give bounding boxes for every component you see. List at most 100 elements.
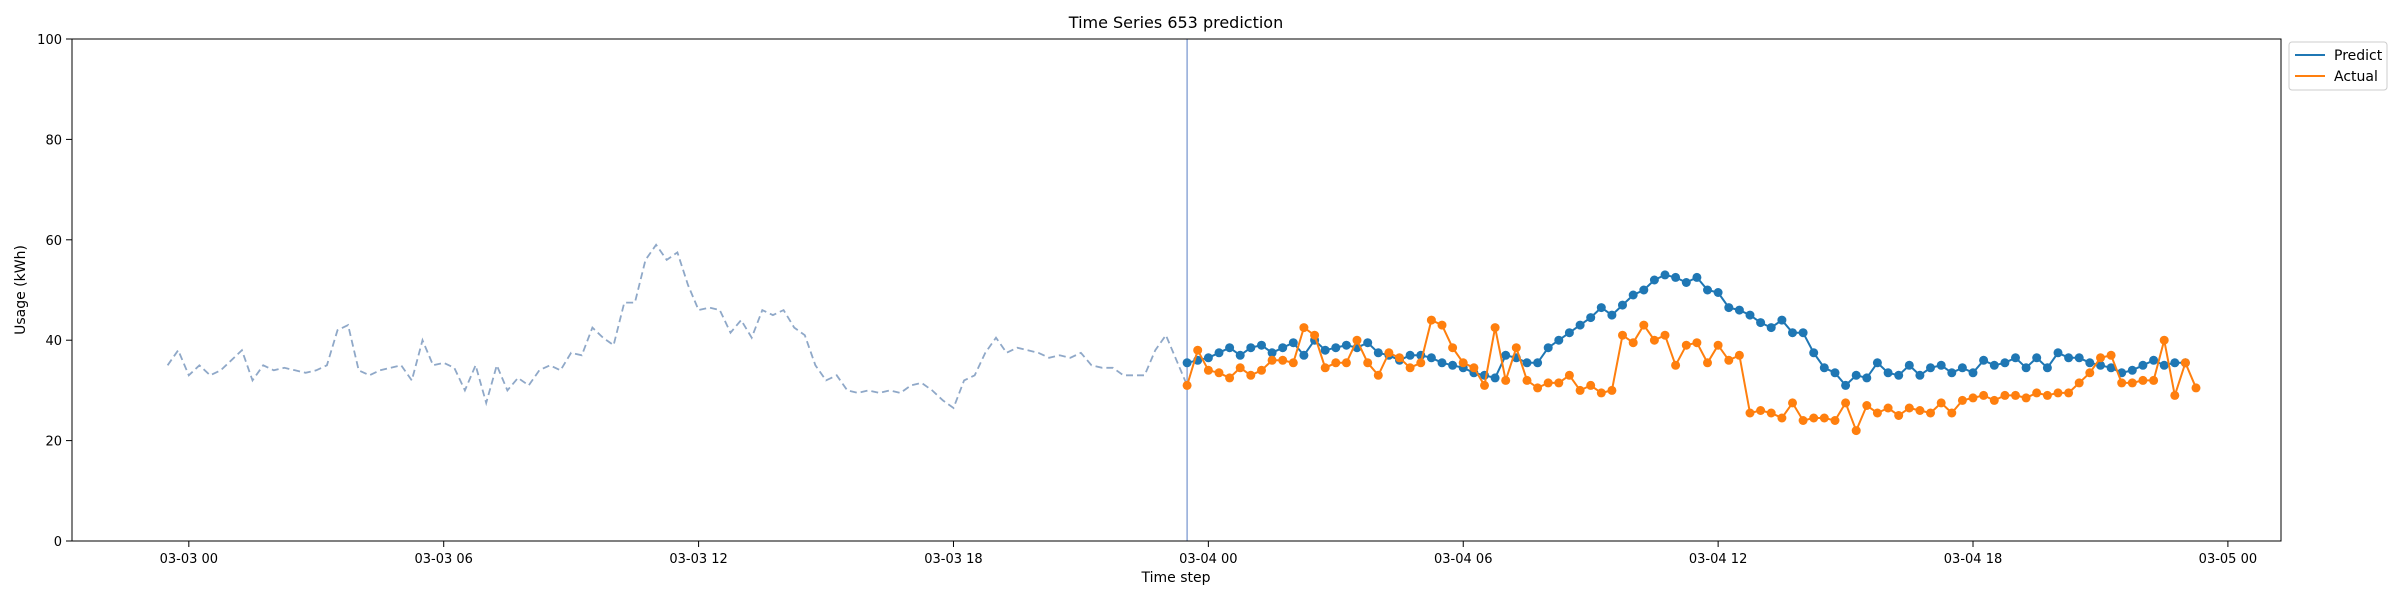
data-point-actual — [1278, 355, 1288, 365]
data-point-predict — [1373, 348, 1383, 358]
data-point-actual — [1235, 363, 1245, 373]
data-point-predict — [1639, 285, 1649, 295]
data-point-predict — [1883, 368, 1893, 378]
data-point-predict — [1671, 272, 1681, 282]
data-point-predict — [1596, 303, 1606, 313]
data-point-actual — [1288, 358, 1298, 368]
data-point-actual — [1320, 363, 1330, 373]
data-point-actual — [2127, 378, 2137, 388]
y-tick-label: 0 — [54, 535, 62, 550]
data-point-actual — [1511, 343, 1521, 353]
data-point-predict — [1724, 303, 1734, 313]
data-point-predict — [1947, 368, 1957, 378]
data-point-actual — [2191, 383, 2201, 393]
data-point-predict — [2159, 360, 2169, 370]
data-point-actual — [1660, 330, 1670, 340]
data-point-actual — [1809, 413, 1819, 423]
data-point-actual — [1203, 365, 1213, 375]
data-point-predict — [1586, 313, 1596, 323]
data-point-actual — [1830, 416, 1840, 425]
data-point-actual — [1395, 353, 1404, 363]
data-point-actual — [2170, 390, 2180, 400]
data-point-actual — [1182, 380, 1192, 390]
data-point-actual — [1363, 358, 1373, 368]
data-point-actual — [1246, 370, 1256, 380]
data-point-actual — [1596, 388, 1606, 398]
data-point-predict — [1756, 318, 1766, 328]
data-point-actual — [2085, 368, 2095, 378]
data-point-predict — [2096, 360, 2105, 370]
data-point-predict — [1904, 360, 1914, 370]
data-point-actual — [1947, 408, 1957, 418]
data-point-actual — [1894, 411, 1904, 420]
data-point-predict — [1426, 353, 1436, 363]
data-point-predict — [1554, 335, 1564, 345]
data-point-predict — [1819, 363, 1829, 373]
data-point-actual — [1554, 378, 1564, 388]
data-point-actual — [1788, 398, 1797, 408]
data-point-predict — [1692, 272, 1702, 282]
data-point-actual — [1299, 323, 1309, 333]
data-point-predict — [1989, 360, 1999, 370]
data-point-predict — [1968, 368, 1978, 378]
x-tick-label: 03-03 06 — [414, 552, 472, 567]
data-point-predict — [1979, 355, 1989, 365]
data-point-actual — [1777, 413, 1787, 423]
data-point-actual — [1341, 358, 1351, 368]
data-point-predict — [1830, 368, 1840, 378]
data-point-predict — [1607, 310, 1617, 320]
data-point-actual — [2138, 375, 2148, 385]
data-point-predict — [1936, 360, 1946, 370]
x-tick-label: 03-05 00 — [2199, 552, 2257, 567]
data-point-actual — [2053, 388, 2063, 398]
data-point-predict — [1235, 350, 1245, 360]
data-point-actual — [1798, 416, 1808, 425]
data-point-actual — [2000, 390, 2010, 400]
data-point-actual — [1745, 408, 1755, 418]
data-point-actual — [1607, 385, 1617, 395]
data-point-predict — [1564, 328, 1574, 338]
data-point-actual — [1331, 358, 1341, 368]
data-point-actual — [1448, 343, 1458, 353]
data-point-actual — [1692, 338, 1702, 348]
data-point-predict — [1341, 340, 1351, 350]
data-point-actual — [1904, 403, 1914, 413]
data-point-predict — [1182, 358, 1192, 368]
x-tick-label: 03-04 12 — [1689, 552, 1747, 567]
data-point-predict — [1320, 345, 1330, 355]
data-point-predict — [1288, 338, 1298, 348]
plot-area — [166, 39, 2201, 541]
legend-label-actual: Actual — [2334, 69, 2378, 85]
data-point-predict — [1745, 310, 1755, 320]
data-point-actual — [1225, 373, 1235, 383]
data-point-predict — [1490, 373, 1500, 383]
x-axis: 03-03 00 03-03 06 03-03 12 03-03 18 03-04 00… — [160, 541, 2257, 567]
data-point-actual — [2159, 335, 2169, 345]
data-point-actual — [1618, 330, 1627, 340]
data-point-actual — [1564, 370, 1574, 380]
data-point-actual — [2180, 358, 2190, 368]
data-point-predict — [2064, 353, 2074, 363]
data-point-actual — [1586, 380, 1596, 390]
data-point-actual — [2042, 390, 2052, 400]
data-point-actual — [2011, 390, 2020, 400]
data-point-predict — [1851, 370, 1861, 380]
y-axis-label: Usage (kWh) — [13, 245, 29, 335]
data-point-predict — [1618, 300, 1627, 310]
data-point-actual — [1405, 363, 1415, 373]
data-point-actual — [1469, 363, 1479, 373]
data-point-actual — [1649, 335, 1659, 345]
data-point-actual — [1713, 340, 1723, 350]
data-point-actual — [1458, 358, 1468, 368]
data-point-actual — [1734, 350, 1744, 360]
data-point-predict — [1543, 343, 1553, 353]
data-point-predict — [1862, 373, 1872, 383]
data-point-predict — [1628, 290, 1638, 300]
data-point-predict — [2011, 353, 2020, 363]
data-point-predict — [1405, 350, 1415, 360]
data-point-actual — [1628, 338, 1638, 348]
data-point-predict — [1660, 270, 1670, 280]
data-point-actual — [1437, 320, 1447, 330]
history-line — [166, 243, 1188, 410]
